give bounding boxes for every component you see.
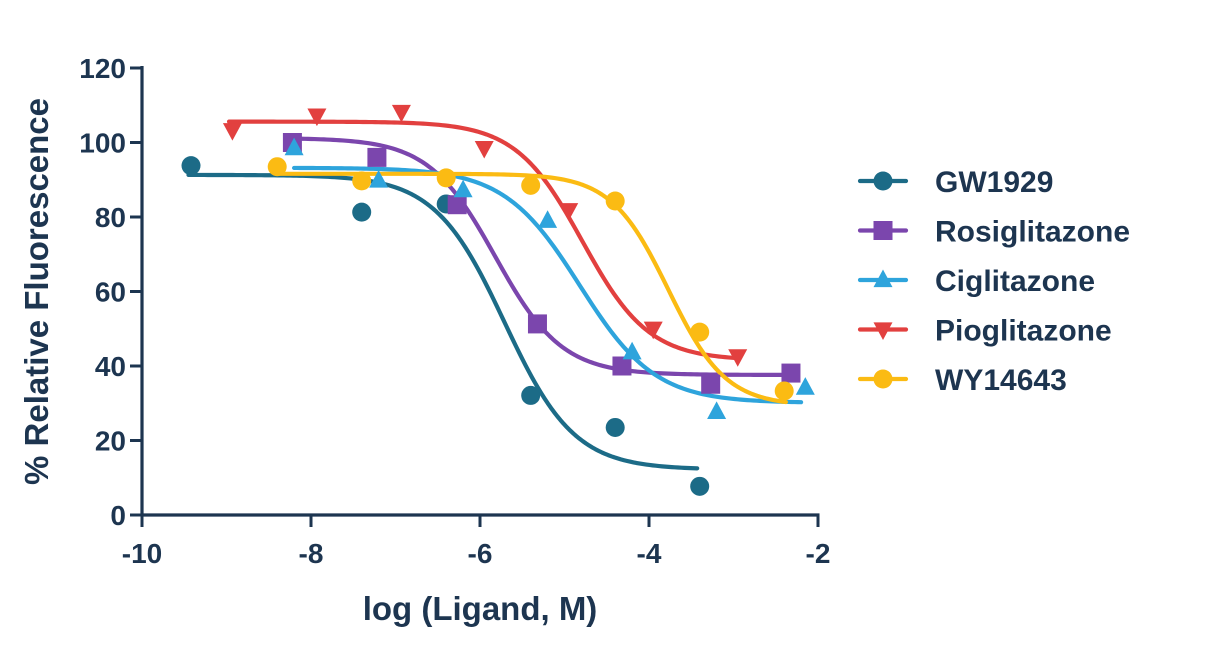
pioglitazone-point <box>222 123 242 141</box>
wy14643-point <box>436 168 456 188</box>
wy14643-points <box>267 157 794 401</box>
ciglitazone-point <box>795 377 815 395</box>
gw1929-point <box>521 385 541 405</box>
legend-label: Pioglitazone <box>935 315 1112 348</box>
ciglitazone-point <box>284 137 304 156</box>
legend-marker <box>873 171 893 191</box>
y-tick-label: 80 <box>95 202 126 233</box>
x-tick-label: -10 <box>122 538 162 569</box>
rosiglitazone-point <box>367 147 387 167</box>
legend-item-pioglitazone: Pioglitazone <box>857 315 1112 348</box>
legend-marker <box>873 221 893 240</box>
x-tick-label: -2 <box>806 538 831 569</box>
y-tick-label: 100 <box>79 128 126 159</box>
rosiglitazone-points <box>282 133 801 394</box>
legend-marker <box>873 322 893 340</box>
legend-item-wy14643: WY14643 <box>857 364 1067 397</box>
pioglitazone-points <box>222 104 748 367</box>
ciglitazone-fit-curve <box>292 165 804 405</box>
ciglitazone-points <box>284 137 815 419</box>
gw1929-point <box>352 202 372 222</box>
y-axis-title: % Relative Fluorescence <box>18 98 55 485</box>
y-tick-label: 60 <box>95 277 126 308</box>
pioglitazone-point <box>728 349 748 367</box>
y-tick-label: 0 <box>110 500 126 531</box>
pioglitazone-point <box>643 321 663 340</box>
rosiglitazone-point <box>701 374 721 394</box>
gw1929-point <box>605 417 625 437</box>
legend-item-ciglitazone: Ciglitazone <box>857 265 1095 298</box>
data-points <box>181 104 815 496</box>
legend-item-gw1929: GW1929 <box>857 166 1053 199</box>
ciglitazone-point <box>622 341 642 360</box>
legend-label: WY14643 <box>935 364 1067 397</box>
legend: GW1929 Rosiglitazone Ciglitazone Pioglitazo… <box>857 166 1130 397</box>
pioglitazone-point <box>559 203 579 221</box>
x-axis-ticks: -10 -8 -6 -4 -2 <box>122 515 831 569</box>
legend-label: GW1929 <box>935 166 1053 199</box>
gw1929-point <box>181 156 201 176</box>
pioglitazone-point <box>474 140 494 159</box>
legend-label: Ciglitazone <box>935 265 1095 298</box>
pioglitazone-point <box>307 108 327 127</box>
gw1929-point <box>690 476 710 496</box>
wy14643-point <box>521 175 541 195</box>
ciglitazone-point <box>369 170 389 188</box>
ciglitazone-point <box>453 179 473 198</box>
wy14643-point <box>605 191 625 211</box>
rosiglitazone-point <box>447 195 467 215</box>
rosiglitazone-point <box>781 363 801 383</box>
gw1929-points <box>181 156 710 496</box>
x-axis-title: log (Ligand, M) <box>363 590 598 627</box>
wy14643-point <box>352 171 372 191</box>
x-tick-label: -6 <box>468 538 493 569</box>
y-axis-ticks: 0 20 40 60 80 100 120 <box>79 53 142 531</box>
y-tick-label: 120 <box>79 53 126 84</box>
x-tick-label: -4 <box>637 538 662 569</box>
ciglitazone-point <box>707 401 727 419</box>
wy14643-point <box>267 157 287 177</box>
axes: 0 20 40 60 80 100 120 -10 -8 -6 -4 -2 <box>79 53 830 569</box>
wy14643-point <box>774 381 794 401</box>
wy14643-point <box>690 322 710 342</box>
pioglitazone-point <box>391 104 411 123</box>
legend-marker <box>873 269 893 288</box>
ciglitazone-point <box>538 210 558 228</box>
rosiglitazone-point <box>612 356 632 376</box>
rosiglitazone-point <box>527 314 547 334</box>
legend-item-rosiglitazone: Rosiglitazone <box>857 216 1130 249</box>
y-tick-label: 40 <box>95 351 126 382</box>
legend-label: Rosiglitazone <box>935 216 1130 249</box>
x-tick-label: -8 <box>299 538 324 569</box>
legend-marker <box>873 369 893 389</box>
y-tick-label: 20 <box>95 426 126 457</box>
